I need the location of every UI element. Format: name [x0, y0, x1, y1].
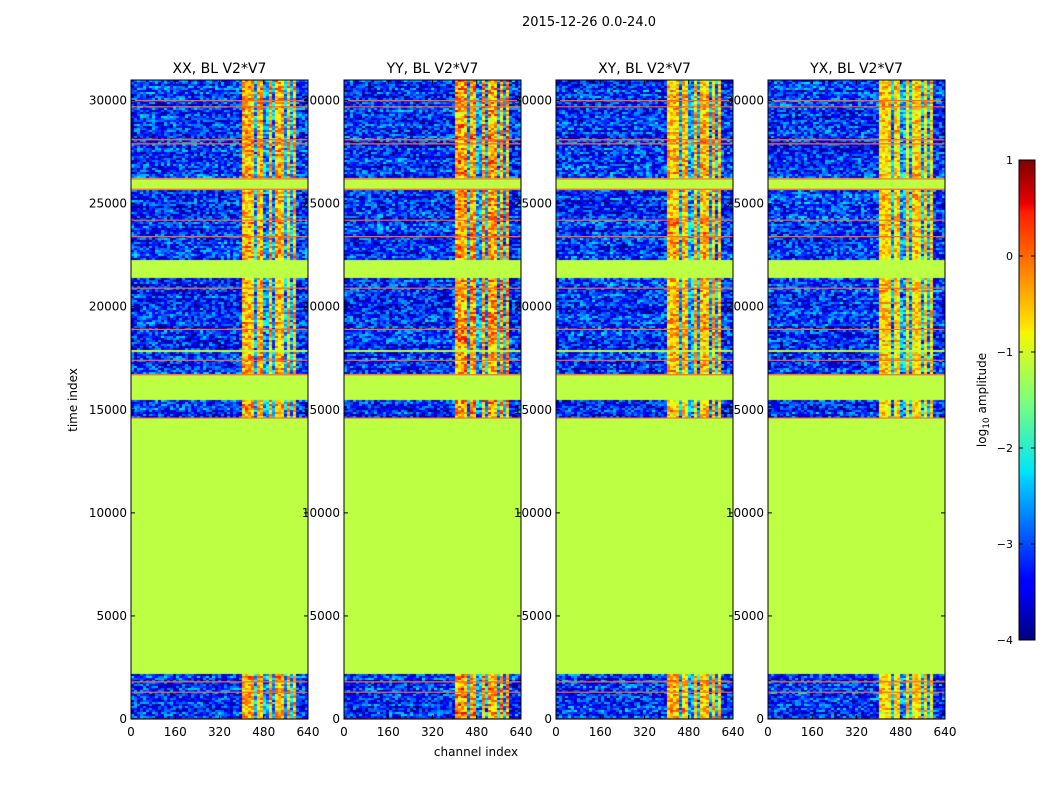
colorbar-tick-label: −3 [997, 538, 1013, 551]
panels: XX, BL V2*V7 0 160 320 480 640 0 5000 10000 15000… [89, 61, 957, 739]
panel-title: XX, BL V2*V7 [173, 61, 267, 77]
y-tick-label: 10000 [302, 506, 340, 520]
y-tick-label: 15000 [514, 403, 552, 417]
y-tick-label: 15000 [302, 403, 340, 417]
y-axis-label: time index [66, 368, 80, 432]
colorbar-gradient [1018, 159, 1036, 641]
y-tick-label: 15000 [726, 403, 764, 417]
x-tick-label: 480 [252, 725, 275, 739]
x-tick-label: 160 [801, 725, 824, 739]
y-tick-label: 5000 [96, 609, 127, 623]
x-tick-label: 0 [552, 725, 560, 739]
y-tick-label: 10000 [89, 506, 127, 520]
y-tick-label: 10000 [726, 506, 764, 520]
y-tick-label: 30000 [726, 94, 764, 108]
x-tick-label: 480 [889, 725, 912, 739]
x-tick-label: 0 [340, 725, 348, 739]
x-tick-label: 320 [208, 725, 231, 739]
y-tick-label: 5000 [521, 609, 552, 623]
x-tick-label: 640 [510, 725, 533, 739]
y-tick-label: 25000 [89, 197, 127, 211]
y-tick-label: 30000 [514, 94, 552, 108]
y-tick-label: 15000 [89, 403, 127, 417]
x-axis-label: channel index [434, 745, 518, 759]
panel-2: YY, BL V2*V7 0 160 320 480 640 0 5000 10000 15000… [302, 61, 533, 739]
y-tick-label: 20000 [514, 300, 552, 314]
colorbar-tick-label: −4 [997, 634, 1013, 647]
colorbar-label-main: log [975, 429, 989, 447]
x-tick-label: 160 [377, 725, 400, 739]
x-tick-label: 320 [633, 725, 656, 739]
y-tick-label: 0 [756, 712, 764, 726]
y-tick-label: 0 [119, 712, 127, 726]
x-tick-label: 0 [764, 725, 772, 739]
colorbar: 10−1−2−3−4 log10 amplitude [975, 154, 1036, 647]
x-tick-label: 480 [677, 725, 700, 739]
y-tick-label: 30000 [302, 94, 340, 108]
y-tick-label: 0 [332, 712, 340, 726]
panel-title: YY, BL V2*V7 [386, 61, 479, 77]
x-tick-label: 160 [164, 725, 187, 739]
panel-title: XY, BL V2*V7 [598, 61, 691, 77]
x-tick-label: 320 [421, 725, 444, 739]
panel-4: YX, BL V2*V7 0 160 320 480 640 0 5000 10000 15000… [726, 61, 957, 739]
panel-4-heatmap [768, 80, 945, 719]
colorbar-label: log10 amplitude [975, 353, 992, 447]
panel-title: YX, BL V2*V7 [809, 61, 903, 77]
colorbar-tick-label: 0 [1006, 250, 1013, 263]
panel-1-heatmap [131, 80, 308, 719]
panel-2-heatmap [344, 80, 521, 719]
y-tick-label: 25000 [726, 197, 764, 211]
x-tick-label: 480 [465, 725, 488, 739]
colorbar-tick-label: −2 [997, 442, 1013, 455]
y-tick-label: 20000 [89, 300, 127, 314]
y-tick-label: 20000 [726, 300, 764, 314]
x-tick-label: 320 [845, 725, 868, 739]
x-tick-label: 640 [297, 725, 320, 739]
y-tick-label: 25000 [514, 197, 552, 211]
panel-3: XY, BL V2*V7 0 160 320 480 640 0 5000 10000 15000… [514, 61, 745, 739]
y-tick-label: 30000 [89, 94, 127, 108]
x-tick-label: 0 [127, 725, 135, 739]
x-tick-label: 160 [589, 725, 612, 739]
panel-3-heatmap [556, 80, 733, 719]
y-tick-label: 10000 [514, 506, 552, 520]
x-tick-label: 640 [722, 725, 745, 739]
y-tick-label: 5000 [733, 609, 764, 623]
colorbar-label-sub: 10 [982, 417, 992, 429]
colorbar-tick-label: 1 [1006, 154, 1013, 167]
colorbar-ticks: 1 0 −1 −2 −3 −4 [997, 154, 1035, 647]
suptitle: 2015-12-26 0.0-24.0 [522, 15, 656, 30]
y-tick-label: 0 [544, 712, 552, 726]
y-tick-label: 25000 [302, 197, 340, 211]
colorbar-label-rest: amplitude [975, 353, 989, 417]
panel-1: XX, BL V2*V7 0 160 320 480 640 0 5000 10000 15000… [89, 61, 320, 739]
y-tick-label: 5000 [309, 609, 340, 623]
y-tick-label: 20000 [302, 300, 340, 314]
colorbar-tick-label: −1 [997, 346, 1013, 359]
x-tick-label: 640 [934, 725, 957, 739]
